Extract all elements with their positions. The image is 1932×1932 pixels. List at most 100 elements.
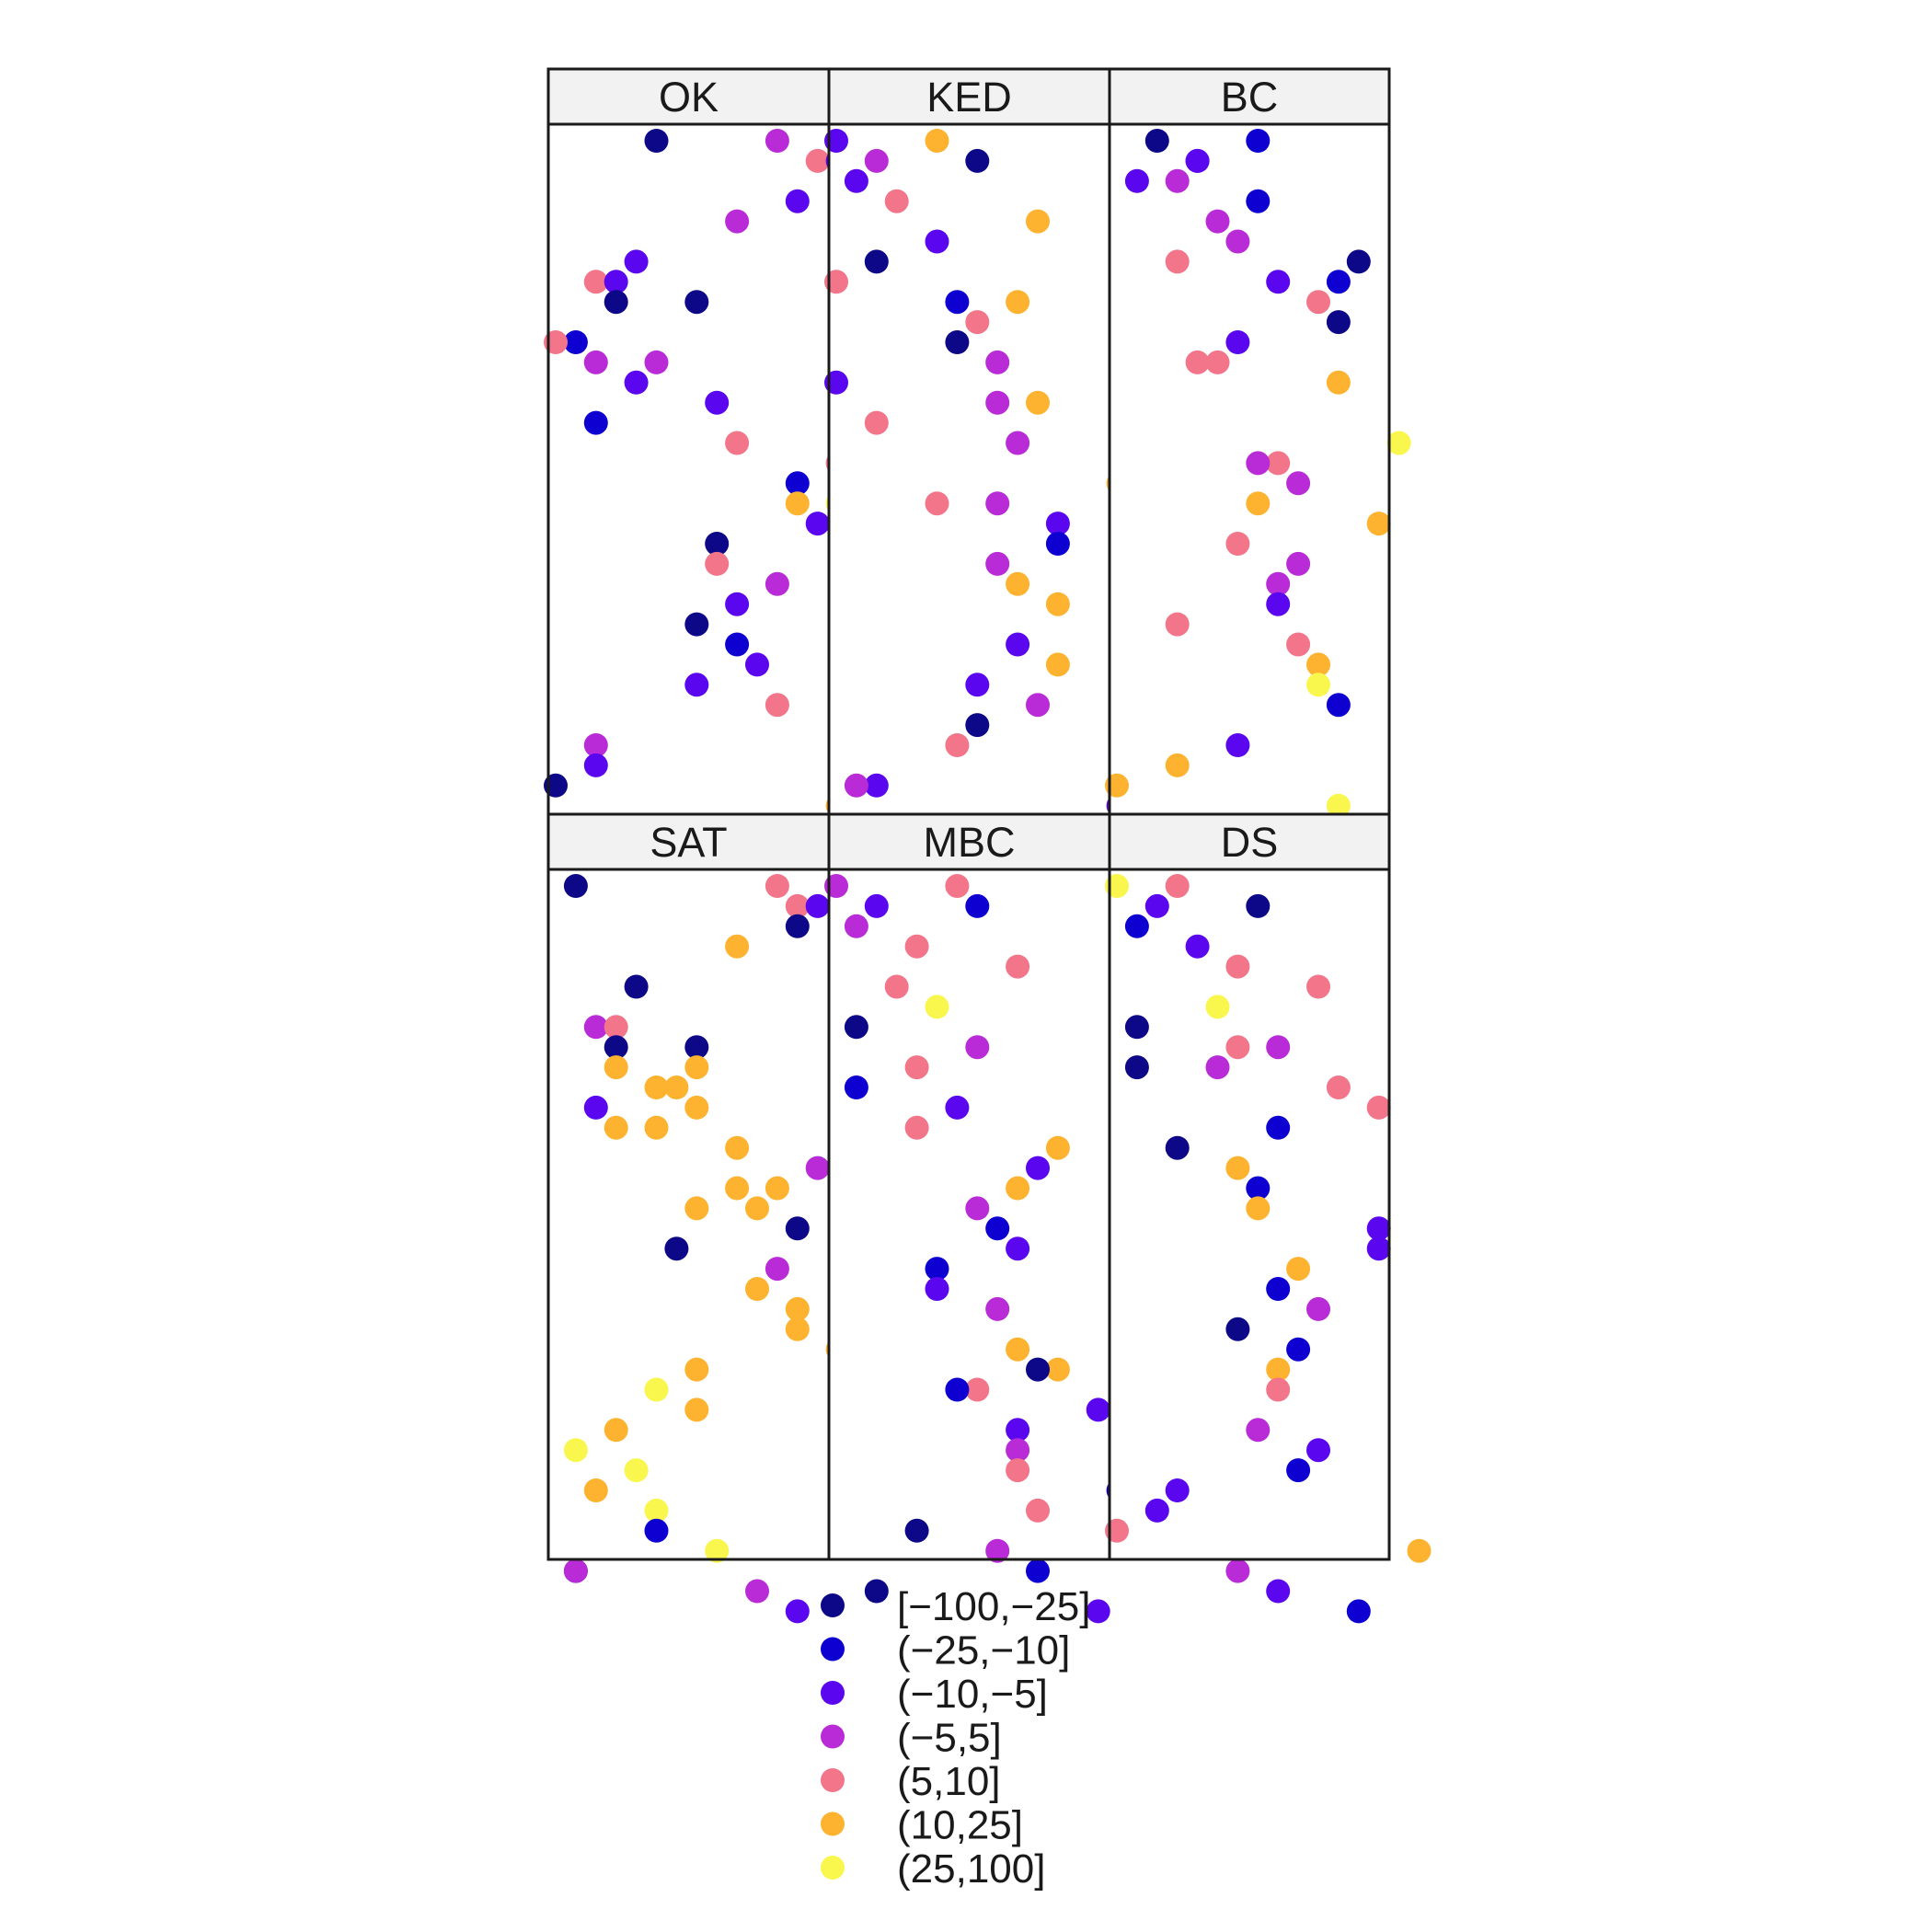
- point-ok-1: [765, 129, 789, 153]
- point-ok-9: [604, 270, 628, 294]
- point-mbc-29: [1086, 1397, 1110, 1422]
- point-ok-34: [583, 733, 608, 757]
- point-bc-26: [1286, 551, 1311, 576]
- point-sat-9: [604, 1015, 628, 1040]
- point-bc-12: [1326, 270, 1351, 294]
- point-ds-31: [1306, 1438, 1330, 1463]
- point-ds-4: [1124, 914, 1149, 938]
- point-ds-23: [1286, 1257, 1311, 1282]
- point-mbc-24: [1006, 1337, 1030, 1362]
- point-bc-10: [1346, 249, 1371, 274]
- point-ds-34: [1144, 1498, 1169, 1523]
- point-ds-2: [1144, 893, 1169, 918]
- point-ked-7: [925, 229, 949, 254]
- point-ds-38: [1266, 1579, 1291, 1604]
- point-ds-19: [1246, 1176, 1271, 1201]
- point-ked-13: [945, 330, 970, 354]
- point-ds-20: [1246, 1196, 1271, 1221]
- point-ok-33: [765, 693, 789, 718]
- point-ok-22: [785, 491, 810, 516]
- point-bc-1: [1246, 129, 1271, 153]
- point-bc-14: [1326, 310, 1351, 335]
- point-ked-25: [985, 551, 1010, 576]
- strip-label-mbc: MBC: [924, 819, 1016, 866]
- point-sat-12: [604, 1055, 628, 1080]
- legend-key-1: [821, 1637, 845, 1662]
- point-ok-21: [785, 471, 810, 496]
- point-bc-32: [1306, 673, 1330, 697]
- point-ked-1: [925, 129, 949, 153]
- point-sat-5: [785, 914, 810, 938]
- point-mbc-26: [1026, 1357, 1050, 1382]
- point-mbc-27: [965, 1377, 990, 1402]
- point-ked-19: [1006, 431, 1030, 455]
- point-mbc-10: [965, 1035, 990, 1060]
- point-mbc-6: [1006, 954, 1030, 979]
- point-bc-31: [1306, 652, 1330, 677]
- legend-label-3: (−5,5]: [897, 1716, 1002, 1761]
- point-ked-23: [1045, 512, 1070, 536]
- point-sat-28: [765, 1257, 789, 1282]
- point-ds-13: [1205, 1055, 1230, 1080]
- point-ds-11: [1266, 1035, 1291, 1060]
- point-mbc-3: [965, 893, 990, 918]
- point-mbc-22: [925, 1277, 949, 1301]
- point-ok-0: [644, 129, 669, 153]
- point-ked-5: [884, 189, 909, 213]
- point-sat-27: [664, 1236, 689, 1261]
- point-ok-35: [583, 753, 608, 777]
- legend-key-5: [821, 1811, 845, 1836]
- point-mbc-28: [945, 1377, 970, 1402]
- point-ok-2: [805, 148, 830, 173]
- point-sat-3: [805, 893, 830, 918]
- point-ds-32: [1286, 1458, 1311, 1483]
- point-sat-23: [725, 1176, 750, 1201]
- point-ds-33: [1165, 1478, 1190, 1502]
- point-ked-22: [925, 491, 949, 516]
- point-ds-15: [1366, 1095, 1391, 1120]
- point-ok-24: [805, 512, 830, 536]
- point-bc-4: [1124, 168, 1149, 193]
- point-ds-30: [1246, 1418, 1271, 1443]
- point-bc-35: [1165, 753, 1190, 777]
- point-ds-22: [1366, 1236, 1391, 1261]
- point-sat-10: [604, 1035, 628, 1060]
- point-ked-14: [985, 350, 1010, 374]
- point-ked-17: [1026, 390, 1050, 415]
- point-sat-0: [563, 874, 588, 898]
- point-ds-6: [1225, 954, 1250, 979]
- point-bc-16: [1185, 350, 1210, 374]
- point-ds-25: [1306, 1296, 1330, 1321]
- point-mbc-1: [945, 874, 970, 898]
- point-ok-8: [583, 270, 608, 294]
- point-sat-36: [604, 1418, 628, 1443]
- point-ok-6: [725, 209, 750, 234]
- point-ds-37: [1225, 1558, 1250, 1583]
- point-sat-46: [785, 1599, 810, 1624]
- point-sat-42: [705, 1538, 730, 1563]
- point-ked-16: [985, 390, 1010, 415]
- point-mbc-7: [884, 974, 909, 999]
- point-sat-2: [785, 893, 810, 918]
- point-ds-26: [1225, 1317, 1250, 1341]
- point-ked-3: [965, 148, 990, 173]
- point-bc-20: [1266, 451, 1291, 476]
- point-ok-30: [725, 632, 750, 657]
- point-sat-20: [725, 1135, 750, 1160]
- point-bc-28: [1266, 592, 1291, 616]
- point-ds-39: [1346, 1599, 1371, 1624]
- point-ked-12: [965, 310, 990, 335]
- point-bc-25: [1225, 532, 1250, 556]
- point-ds-21: [1366, 1216, 1391, 1241]
- point-ked-21: [985, 491, 1010, 516]
- point-ds-1: [1165, 874, 1190, 898]
- point-bc-6: [1246, 189, 1271, 213]
- point-sat-18: [604, 1115, 628, 1140]
- point-ds-16: [1266, 1115, 1291, 1140]
- point-bc-3: [1185, 148, 1210, 173]
- point-ked-34: [864, 773, 889, 798]
- legend-label-5: (10,25]: [897, 1803, 1023, 1848]
- point-bc-0: [1144, 129, 1169, 153]
- point-mbc-35: [904, 1518, 929, 1543]
